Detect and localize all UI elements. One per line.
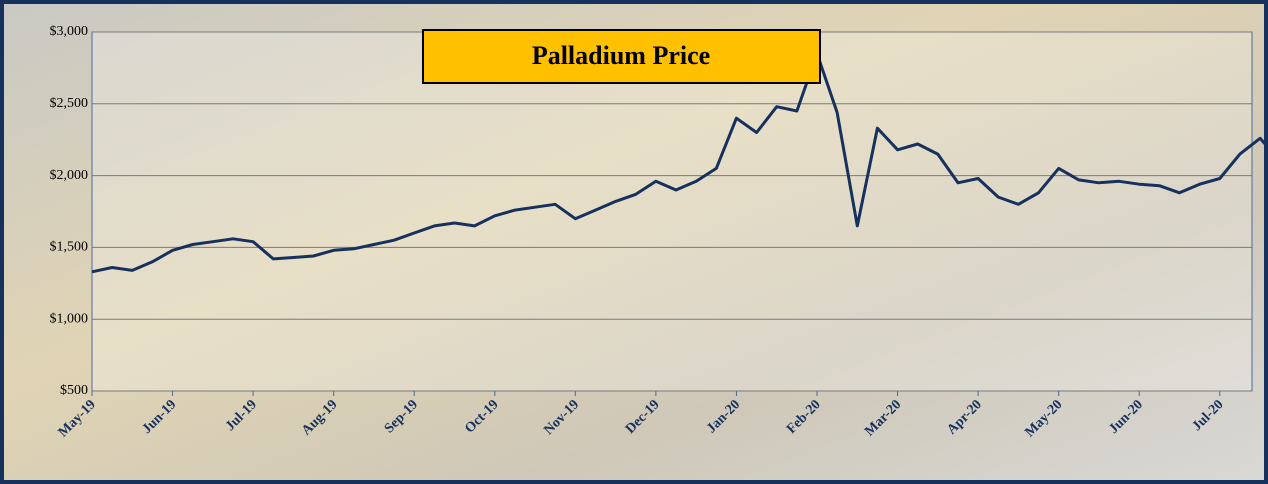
y-tick-label: $1,500 (50, 240, 89, 255)
y-tick-label: $500 (60, 383, 88, 398)
y-tick-label: $2,000 (50, 168, 89, 183)
chart-title: Palladium Price (532, 41, 710, 70)
title-box (422, 29, 821, 84)
price-line (91, 52, 1268, 274)
y-tick-label: $2,500 (50, 96, 89, 111)
y-tick-label: $3,000 (50, 24, 89, 39)
plot-area (91, 31, 1253, 392)
y-tick-label: $1,000 (50, 311, 89, 326)
